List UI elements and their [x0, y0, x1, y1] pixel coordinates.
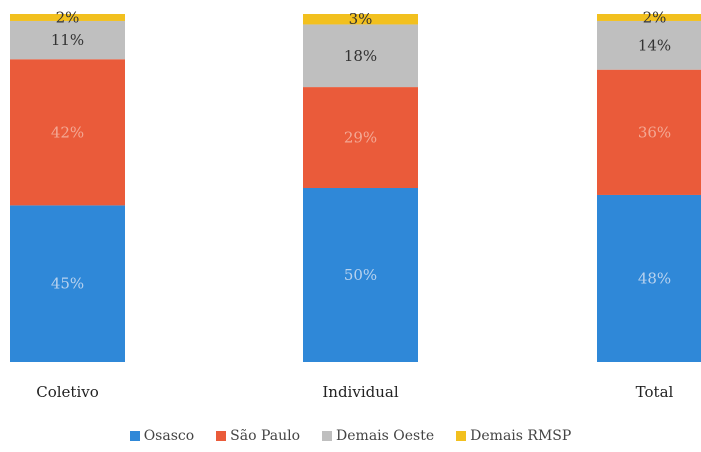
data-label-individual-demais-rmsp: 3% [349, 10, 373, 28]
bar-total-demais-rmsp [597, 14, 701, 21]
legend-item-demais-rmsp: Demais RMSP [456, 428, 571, 444]
category-label-total: Total [636, 383, 674, 401]
legend-item-demais-oeste: Demais Oeste [322, 428, 434, 444]
category-label-individual: Individual [322, 383, 398, 401]
data-label-coletivo-sao-paulo: 42% [51, 123, 84, 141]
data-label-coletivo-osasco: 45% [51, 275, 84, 293]
legend-item-sao-paulo: São Paulo [216, 428, 300, 444]
data-label-total-demais-oeste: 14% [638, 36, 671, 54]
bar-coletivo-demais-oeste [10, 20, 125, 60]
legend: Osasco São Paulo Demais Oeste Demais RMS… [0, 428, 701, 444]
data-label-individual-demais-oeste: 18% [344, 47, 377, 65]
data-label-individual-osasco: 50% [344, 266, 377, 284]
legend-swatch-osasco [129, 431, 140, 441]
legend-label-osasco: Osasco [143, 428, 195, 444]
category-label-coletivo: Coletivo [36, 383, 99, 401]
data-label-total-sao-paulo: 36% [638, 123, 671, 141]
legend-label-demais-oeste: Demais Oeste [336, 428, 435, 444]
bar-total-sao-paulo [597, 69, 701, 195]
stacked-bar-chart: 45% 42% 11% 2% Coletivo 50% 29% 18% 3% Individual… [10, 8, 701, 401]
legend-swatch-demais-rmsp [456, 431, 467, 441]
bar-coletivo-demais-rmsp [10, 14, 125, 21]
bar-coletivo-sao-paulo [10, 59, 125, 206]
data-label-individual-sao-paulo: 29% [344, 129, 377, 147]
bar-individual-osasco [303, 188, 418, 362]
legend-label-sao-paulo: São Paulo [230, 428, 301, 444]
data-label-coletivo-demais-rmsp: 2% [56, 8, 80, 26]
bar-individual-demais-oeste [303, 24, 418, 88]
legend-swatch-sao-paulo [216, 431, 227, 441]
bar-total-osasco [597, 194, 701, 362]
data-label-total-osasco: 48% [638, 269, 671, 287]
legend-label-demais-rmsp: Demais RMSP [470, 428, 572, 444]
legend-swatch-demais-oeste [322, 431, 333, 441]
legend-item-osasco: Osasco [129, 428, 195, 444]
bar-individual-demais-rmsp [303, 14, 418, 25]
bar-individual-sao-paulo [303, 87, 418, 188]
data-label-coletivo-demais-oeste: 11% [51, 31, 84, 49]
bar-total-demais-oeste [597, 20, 701, 70]
bar-coletivo-osasco [10, 205, 125, 362]
data-label-total-demais-rmsp: 2% [643, 8, 667, 26]
